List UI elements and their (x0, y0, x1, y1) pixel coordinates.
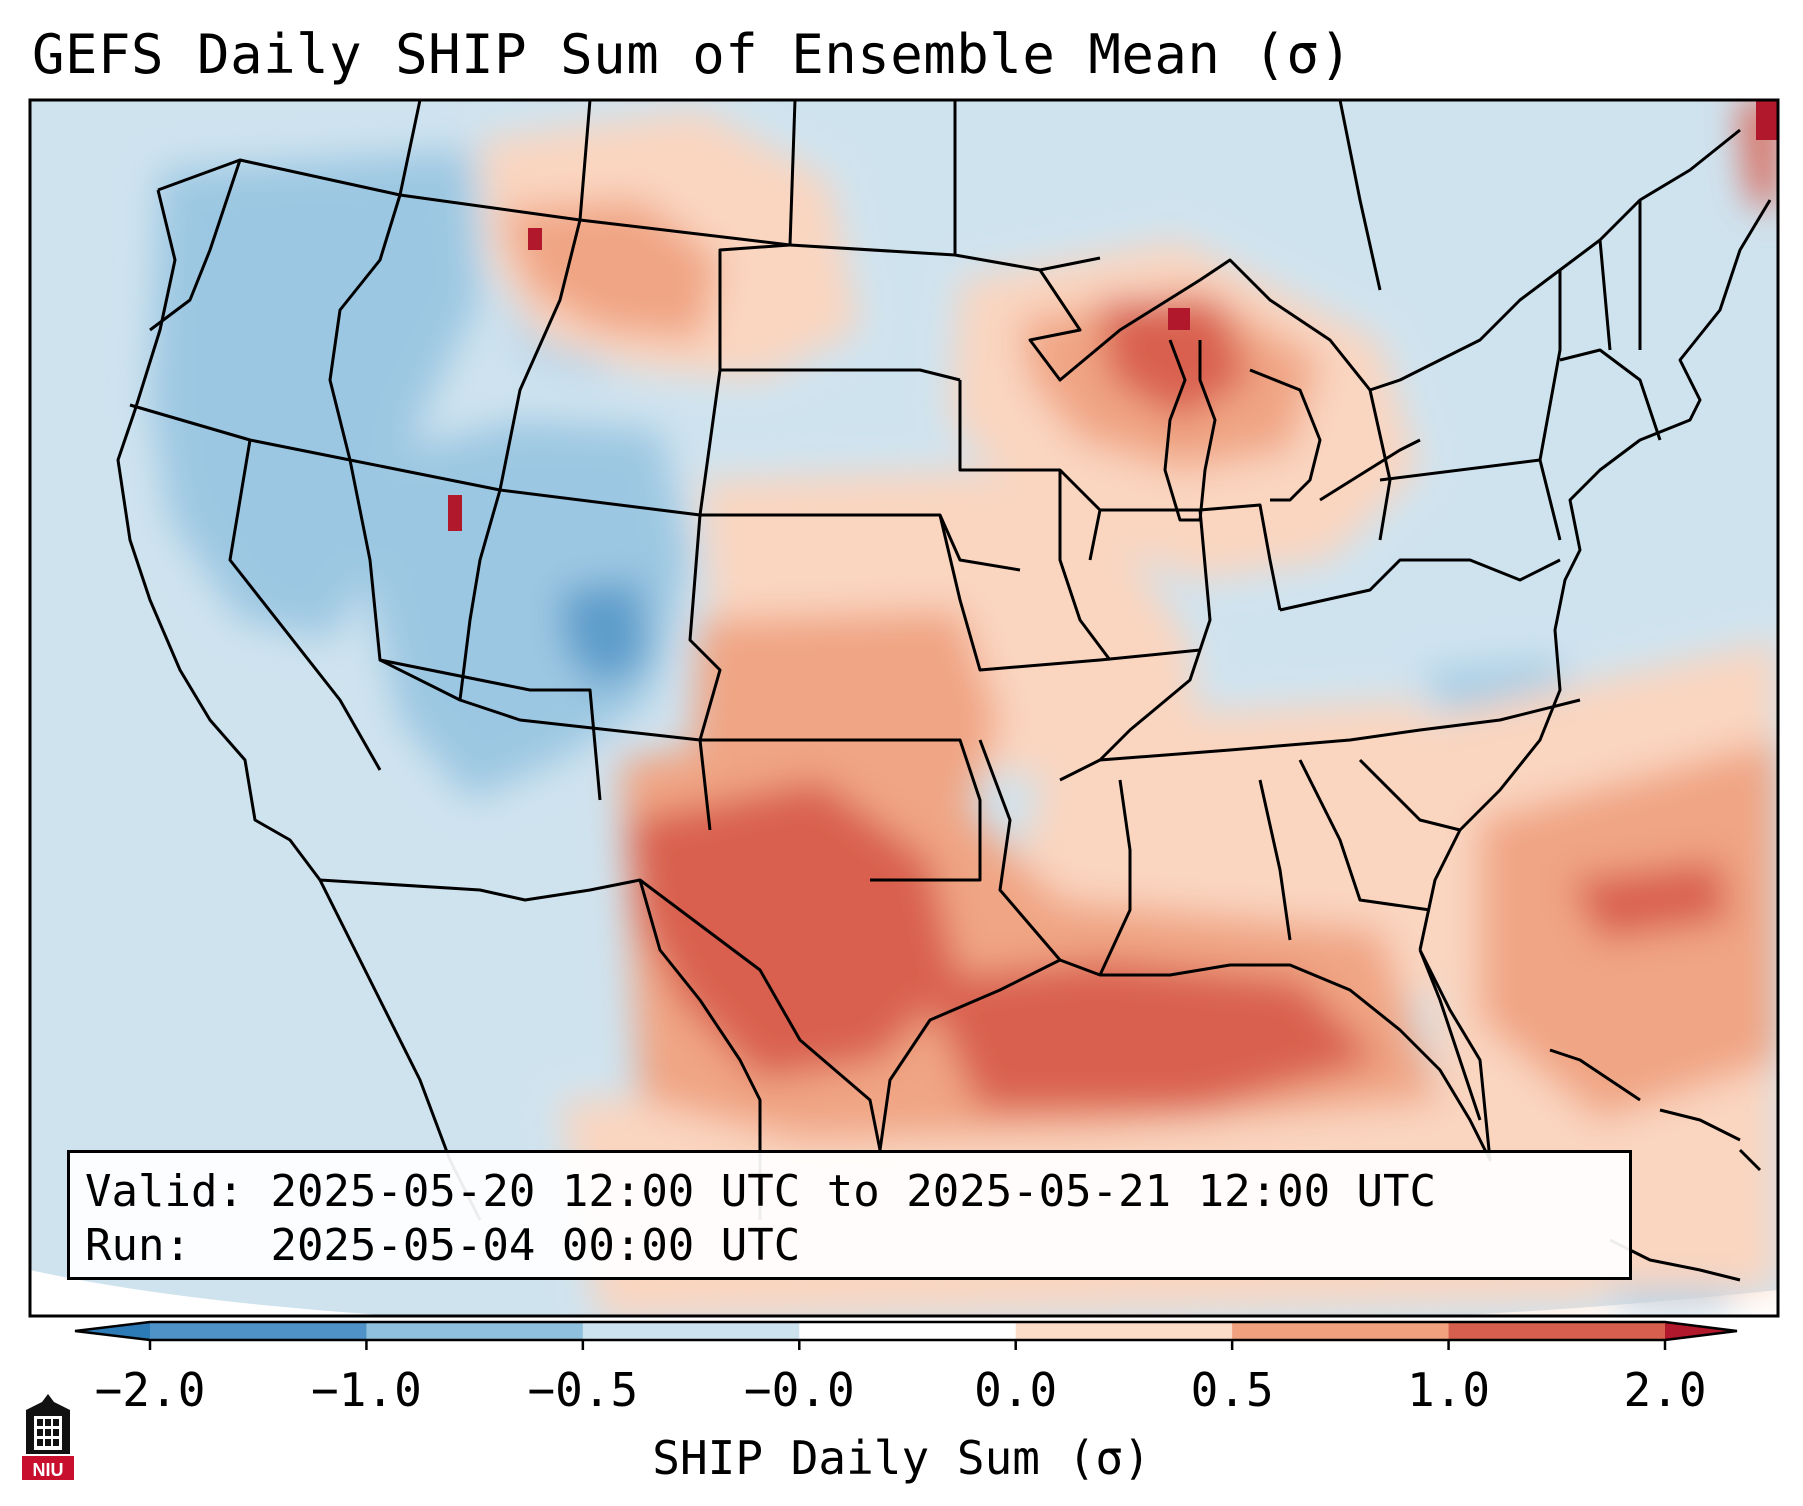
colorbar-outline (74, 1320, 1738, 1342)
chart-title: GEFS Daily SHIP Sum of Ensemble Mean (σ) (32, 23, 1353, 86)
colorbar-tick-label: −2.0 (94, 1363, 206, 1417)
colorbar-extend-right (1665, 1322, 1737, 1340)
extreme-cell (1168, 308, 1190, 330)
colorbar-tick-label: −1.0 (311, 1363, 422, 1417)
colorbar-extend-left (75, 1322, 150, 1340)
anomaly-field (150, 100, 1778, 1316)
valid-label: Valid: (85, 1166, 244, 1217)
strong-positive-region (1100, 300, 1250, 420)
colorbar-segment (366, 1322, 584, 1340)
colorbar-segment (150, 1322, 367, 1340)
run-value: 2025-05-04 00:00 UTC (270, 1220, 801, 1271)
colorbar-tick-label: −0.0 (743, 1363, 855, 1417)
valid-value: 2025-05-20 12:00 UTC to 2025-05-21 12:00… (270, 1166, 1437, 1217)
colorbar-segment (1448, 1322, 1666, 1340)
negative-anomaly-region (560, 580, 650, 690)
run-label: Run: (85, 1220, 191, 1271)
extreme-cell (1756, 100, 1778, 140)
strong-positive-region (630, 780, 960, 1080)
colorbar-tick-label: 2.0 (1623, 1363, 1707, 1417)
colorbar-tick-label: 0.0 (974, 1363, 1058, 1417)
run-row: Run: 2025-05-04 00:00 UTC (85, 1219, 1615, 1273)
colorbar-tick-label: −0.5 (527, 1363, 639, 1417)
moderate-positive-region (500, 200, 720, 340)
colorbar-tick-label: 1.0 (1407, 1363, 1491, 1417)
colorbar-label: SHIP Daily Sum (σ) (652, 1431, 1151, 1485)
colorbar-tick-label: 0.5 (1190, 1363, 1274, 1417)
strong-positive-region (1570, 860, 1730, 940)
state-boundaries (116, 100, 1772, 1282)
colorbar-segment (1015, 1322, 1233, 1340)
info-box: Valid: 2025-05-20 12:00 UTC to 2025-05-2… (67, 1150, 1632, 1280)
strong-positive-region (920, 960, 1380, 1110)
extreme-cell (448, 495, 462, 531)
colorbar-segment (1232, 1322, 1450, 1340)
niu-tower-logo-icon: NIU (22, 1394, 74, 1480)
map-frame-border (28, 98, 1780, 1318)
colorbar-ticks (148, 1340, 1667, 1350)
negative-anomaly-region (150, 150, 480, 640)
extreme-cell (528, 228, 542, 250)
colorbar-segments (75, 1322, 1737, 1340)
valid-row: Valid: 2025-05-20 12:00 UTC to 2025-05-2… (85, 1165, 1615, 1219)
niu-logo-text: NIU (33, 1460, 64, 1480)
colorbar-segment (799, 1322, 1017, 1340)
negative-anomaly-region (360, 420, 690, 800)
colorbar-segment (582, 1322, 800, 1340)
